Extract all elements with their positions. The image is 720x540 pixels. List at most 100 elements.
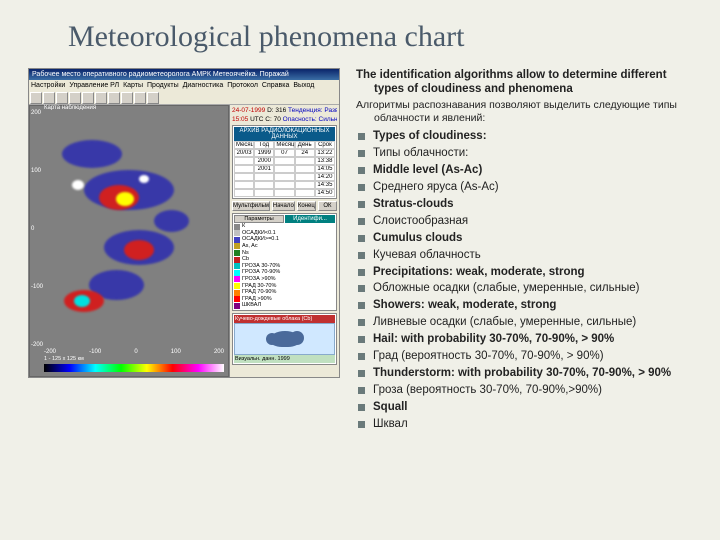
legend-label: К bbox=[242, 223, 245, 230]
menu-item[interactable]: Карты bbox=[123, 81, 143, 90]
archive-header: АРХИВ РАДИОЛОКАЦИОННЫХ ДАННЫХ bbox=[234, 127, 335, 141]
bullet-list: Types of cloudiness:Типы облачности:Midd… bbox=[356, 129, 692, 432]
cloud-icon bbox=[234, 323, 335, 355]
bullet-icon bbox=[358, 353, 365, 360]
list-item: Типы облачности: bbox=[356, 146, 692, 161]
bullet-icon bbox=[358, 269, 365, 276]
bullet-icon bbox=[358, 285, 365, 292]
bullet-icon bbox=[358, 235, 365, 242]
legend-label: ГРОЗА >90% bbox=[242, 276, 276, 283]
legend-tab-ident[interactable]: Идентифи... bbox=[285, 215, 335, 223]
list-item-text: Среднего яруса (As-Ac) bbox=[373, 180, 499, 195]
menu-item[interactable]: Диагностика bbox=[183, 81, 224, 90]
cloud-box-footer: Визуальн. данн. 1999 bbox=[234, 355, 335, 363]
legend-tab-params[interactable]: Параметры bbox=[234, 215, 284, 223]
legend-swatch bbox=[234, 296, 240, 302]
map-pane[interactable]: Карта наблюдения 2001000-100-200 -200-10… bbox=[29, 105, 229, 377]
legend-label: As, Ac bbox=[242, 243, 258, 250]
legend-row: ОСАДКИ>=0.1 bbox=[234, 236, 335, 243]
end-button[interactable]: Конец bbox=[297, 201, 316, 211]
map-blob bbox=[74, 295, 90, 307]
list-item: Squall bbox=[356, 400, 692, 415]
toolbar-button[interactable] bbox=[30, 92, 42, 104]
legend-row: ОСАДКИ<0.1 bbox=[234, 230, 335, 237]
side-pane: 24-07-1999 D: 316 Тенденция: Развитие 15… bbox=[229, 105, 339, 377]
menu-item[interactable]: Протокол bbox=[227, 81, 258, 90]
list-item: Ливневые осадки (слабые, умеренные, силь… bbox=[356, 315, 692, 330]
legend-row: Cb bbox=[234, 256, 335, 263]
map-blob bbox=[139, 175, 149, 183]
legend-swatch bbox=[234, 276, 240, 282]
app-body: Карта наблюдения 2001000-100-200 -200-10… bbox=[29, 105, 339, 377]
toolbar-button[interactable] bbox=[69, 92, 81, 104]
window-titlebar: Рабочее место оперативного радиометеорол… bbox=[29, 69, 339, 80]
list-item: Шквал bbox=[356, 417, 692, 432]
list-item: Среднего яруса (As-Ac) bbox=[356, 180, 692, 195]
list-item: Hail: with probability 30-70%, 70-90%, >… bbox=[356, 332, 692, 347]
legend-label: ГРАД 30-70% bbox=[242, 283, 276, 290]
toolbar-button[interactable] bbox=[108, 92, 120, 104]
list-item: Град (вероятность 30-70%, 70-90%, > 90%) bbox=[356, 349, 692, 364]
menubar[interactable]: Настройки Управление РЛ Карты Продукты Диагн… bbox=[29, 80, 339, 91]
ok-button[interactable]: ОК bbox=[318, 201, 337, 211]
app-window: Рабочее место оперативного радиометеорол… bbox=[28, 68, 340, 378]
legend-swatch bbox=[234, 230, 240, 236]
list-item-text: Ливневые осадки (слабые, умеренные, силь… bbox=[373, 315, 636, 330]
toolbar[interactable] bbox=[29, 91, 339, 105]
list-item-text: Middle level (As-Ac) bbox=[373, 163, 482, 178]
legend-swatch bbox=[234, 270, 240, 276]
menu-item[interactable]: Управление РЛ bbox=[69, 81, 119, 90]
legend-swatch bbox=[234, 257, 240, 263]
legend-swatch bbox=[234, 283, 240, 289]
list-item-text: Thunderstorm: with probability 30-70%, 7… bbox=[373, 366, 671, 381]
list-item: Showers: weak, moderate, strong bbox=[356, 298, 692, 313]
slide-title: Meteorological phenomena chart bbox=[68, 20, 692, 54]
toolbar-button[interactable] bbox=[147, 92, 159, 104]
slide: Meteorological phenomena chart Рабочее м… bbox=[0, 0, 720, 540]
menu-item[interactable]: Продукты bbox=[147, 81, 179, 90]
map-blob bbox=[62, 140, 122, 168]
map-blob bbox=[154, 210, 189, 232]
start-button[interactable]: Начало bbox=[272, 201, 295, 211]
toolbar-button[interactable] bbox=[95, 92, 107, 104]
legend-row: ГРОЗА >90% bbox=[234, 276, 335, 283]
bullet-icon bbox=[358, 201, 365, 208]
legend-label: ОСАДКИ<0.1 bbox=[242, 230, 276, 237]
list-item: Гроза (вероятность 30-70%, 70-90%,>90%) bbox=[356, 383, 692, 398]
menu-item[interactable]: Выход bbox=[293, 81, 314, 90]
list-item: Cumulus clouds bbox=[356, 231, 692, 246]
list-item: Обложные осадки (слабые, умеренные, силь… bbox=[356, 281, 692, 296]
toolbar-button[interactable] bbox=[82, 92, 94, 104]
toolbar-button[interactable] bbox=[56, 92, 68, 104]
legend-row: ГРОЗА 30-70% bbox=[234, 263, 335, 270]
legend-row: ГРОЗА 70-90% bbox=[234, 269, 335, 276]
list-item: Stratus-clouds bbox=[356, 197, 692, 212]
list-item-text: Слоистообразная bbox=[373, 214, 468, 229]
multi-button[interactable]: Мультфильм bbox=[232, 201, 270, 211]
menu-item[interactable]: Настройки bbox=[31, 81, 65, 90]
bullet-icon bbox=[358, 387, 365, 394]
map-canvas[interactable] bbox=[44, 110, 224, 348]
legend-row: К bbox=[234, 223, 335, 230]
list-item-text: Squall bbox=[373, 400, 408, 415]
map-blob bbox=[124, 240, 154, 260]
legend-label: ГРАД >90% bbox=[242, 296, 272, 303]
list-item-text: Кучевая облачность bbox=[373, 248, 481, 263]
content-row: Рабочее место оперативного радиометеорол… bbox=[28, 68, 692, 434]
legend-row: As, Ac bbox=[234, 243, 335, 250]
legend-label: ГРОЗА 70-90% bbox=[242, 269, 280, 276]
bullet-icon bbox=[358, 252, 365, 259]
legend-row: ГРАД 70-90% bbox=[234, 289, 335, 296]
colorbar-gradient bbox=[44, 364, 224, 372]
legend-label: Ns bbox=[242, 250, 249, 257]
intro-ru: Алгоритмы распознавания позволяют выдели… bbox=[356, 99, 692, 125]
bullet-icon bbox=[358, 404, 365, 411]
list-item-text: Precipitations: weak, moderate, strong bbox=[373, 265, 585, 280]
legend-swatch bbox=[234, 243, 240, 249]
menu-item[interactable]: Справка bbox=[262, 81, 289, 90]
intro-en: The identification algorithms allow to d… bbox=[356, 68, 692, 97]
legend-swatch bbox=[234, 224, 240, 230]
toolbar-button[interactable] bbox=[121, 92, 133, 104]
toolbar-button[interactable] bbox=[134, 92, 146, 104]
toolbar-button[interactable] bbox=[43, 92, 55, 104]
